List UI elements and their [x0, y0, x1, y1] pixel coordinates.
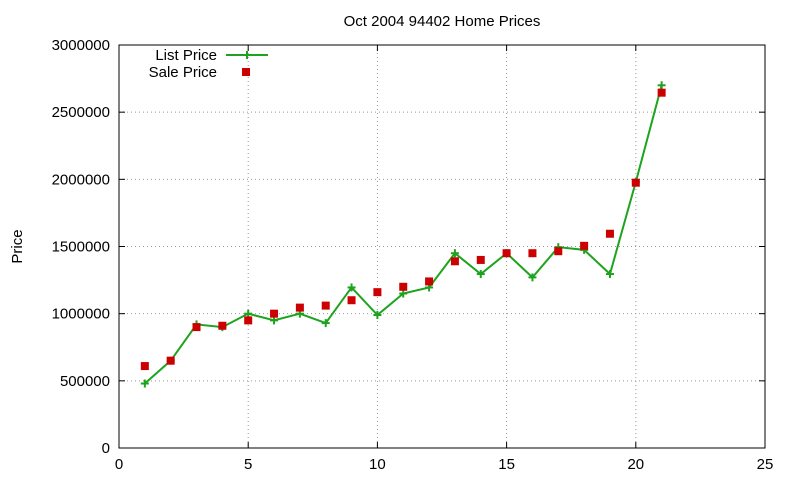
- sale-price-point: [476, 255, 485, 264]
- list-price-point: [605, 270, 614, 279]
- sale-price-point: [347, 296, 356, 305]
- list-price-point: [347, 283, 356, 292]
- legend-marker-list-price: [243, 51, 251, 59]
- list-price-point: [244, 309, 253, 318]
- y-tick-label: 2500000: [52, 104, 110, 121]
- x-tick-label: 0: [115, 456, 123, 473]
- list-price-point: [476, 270, 485, 279]
- list-price-series-line: [144, 85, 663, 385]
- sale-price-point: [631, 178, 640, 187]
- x-tick-label: 20: [627, 456, 644, 473]
- sale-price-point: [244, 316, 253, 325]
- y-tick-label: 500000: [60, 373, 110, 390]
- sale-price-point: [450, 257, 459, 266]
- sale-price-point: [502, 249, 511, 258]
- sale-price-point: [399, 282, 408, 291]
- list-price-point: [321, 319, 330, 328]
- sale-price-point: [166, 356, 175, 365]
- x-tick-label: 15: [498, 456, 515, 473]
- sale-price-point: [425, 277, 434, 286]
- sale-price-point: [140, 362, 149, 371]
- list-price-point: [450, 249, 459, 258]
- grid-lines: [119, 45, 765, 448]
- sale-price-point: [218, 321, 227, 330]
- x-tick-label: 10: [369, 456, 386, 473]
- sale-price-point: [554, 247, 563, 256]
- list-price-point: [528, 273, 537, 282]
- legend-label-list-price: List Price: [155, 47, 217, 64]
- y-tick-label: 2000000: [52, 171, 110, 188]
- list-price-point: [140, 379, 149, 388]
- sale-price-point: [528, 249, 537, 258]
- sale-price-point: [321, 301, 330, 310]
- sale-price-point: [657, 88, 666, 97]
- series-layer: [140, 81, 666, 388]
- y-tick-label: 0: [102, 440, 110, 457]
- list-price-point: [373, 311, 382, 320]
- sale-price-point: [192, 323, 201, 332]
- chart-title: Oct 2004 94402 Home Prices: [344, 13, 541, 30]
- sale-price-point: [295, 303, 304, 312]
- sale-price-point: [605, 229, 614, 238]
- y-axis-label: Price: [9, 229, 26, 263]
- list-price-point: [270, 316, 279, 325]
- x-tick-label: 25: [757, 456, 774, 473]
- sale-price-point: [373, 288, 382, 297]
- sale-price-point: [270, 309, 279, 318]
- legend-label-sale-price: Sale Price: [149, 64, 217, 81]
- sale-price-point: [580, 241, 589, 250]
- axis-ticks: 0 5 10 15 20 25 0 500000 1000000 1500000 2000000 25…: [52, 37, 774, 473]
- list-price-point: [657, 81, 666, 90]
- y-tick-label: 3000000: [52, 37, 110, 54]
- list-price-point: [399, 289, 408, 298]
- y-tick-label: 1000000: [52, 306, 110, 323]
- legend-marker-sale-price: [242, 68, 250, 76]
- x-tick-label: 5: [244, 456, 252, 473]
- y-tick-label: 1500000: [52, 239, 110, 256]
